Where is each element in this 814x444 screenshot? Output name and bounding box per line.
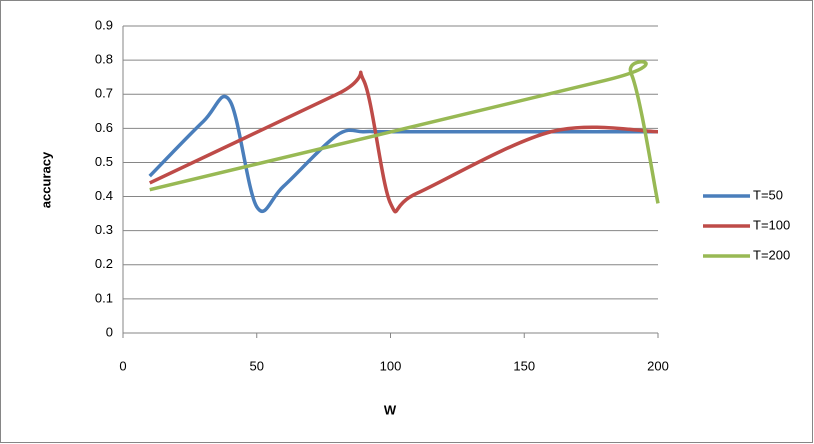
x-axis-label: W — [384, 402, 397, 417]
legend-label: T=50 — [753, 187, 783, 202]
y-tick-label: 0.2 — [95, 256, 113, 271]
x-tick-label: 200 — [647, 358, 669, 373]
y-tick-label: 0.9 — [95, 17, 113, 32]
x-tick-label: 0 — [119, 358, 126, 373]
y-tick-label: 0 — [106, 324, 113, 339]
y-tick-label: 0.3 — [95, 222, 113, 237]
y-tick-label: 0.7 — [95, 86, 113, 101]
series-line — [149, 70, 659, 214]
y-tick-label: 0.6 — [95, 120, 113, 135]
series-line — [149, 60, 660, 204]
legend-label: T=100 — [753, 217, 790, 232]
y-tick-label: 0.5 — [95, 154, 113, 169]
y-tick-label: 0.4 — [95, 188, 113, 203]
y-axis-label: accuracy — [38, 151, 53, 208]
x-tick-label: 150 — [513, 358, 535, 373]
x-tick-label: 100 — [380, 358, 402, 373]
legend-label: T=200 — [753, 247, 790, 262]
y-tick-label: 0.8 — [95, 52, 113, 67]
x-tick-label: 50 — [250, 358, 264, 373]
y-tick-label: 0.1 — [95, 290, 113, 305]
